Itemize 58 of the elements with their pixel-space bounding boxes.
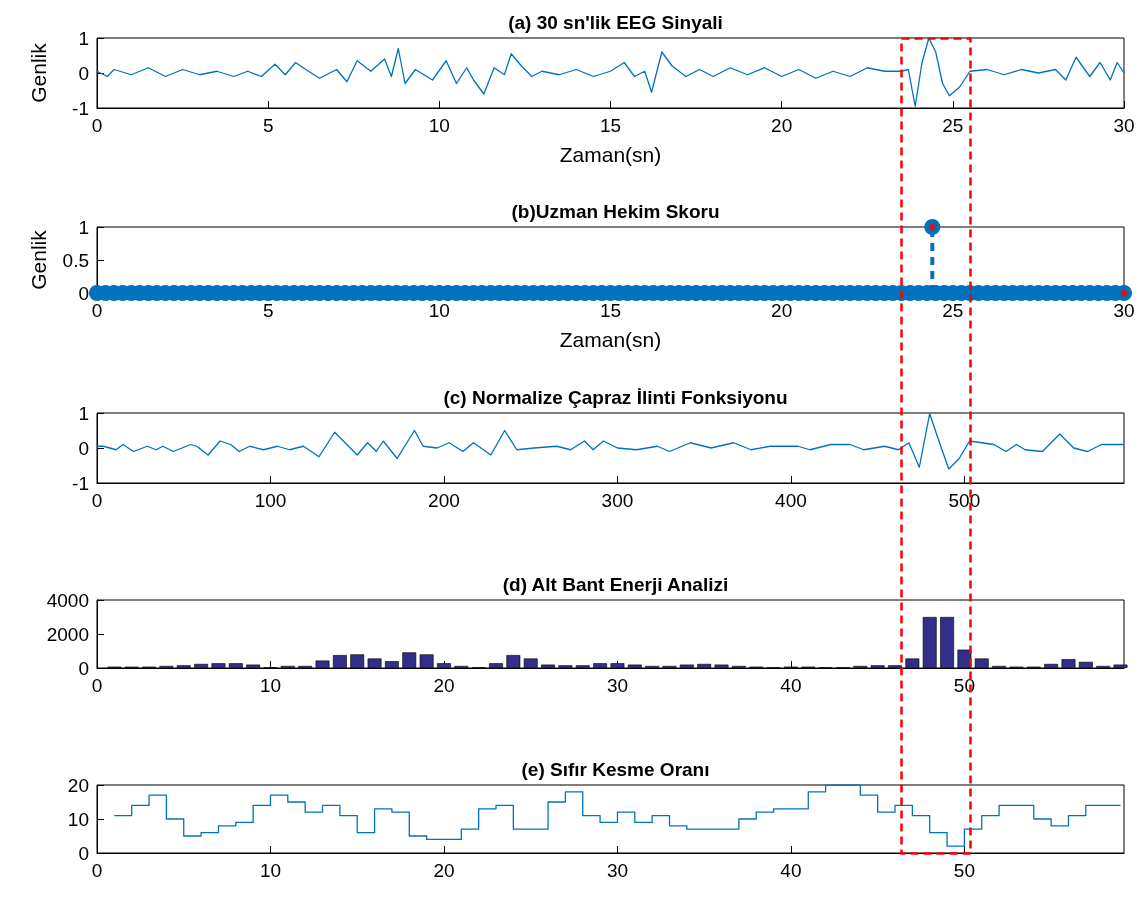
line-series: [96, 413, 1125, 470]
x-tick-label: 30: [606, 675, 629, 696]
y-tick-label: 0: [78, 437, 89, 459]
x-tick-label: 0: [91, 860, 103, 881]
y-tick-label: 0.5: [62, 249, 89, 271]
x-tick-label: 0: [91, 675, 103, 696]
x-tick-label: 20: [771, 115, 793, 136]
x-tick-label: 10: [259, 860, 282, 881]
chart-title: (d) Alt Bant Enerji Analizi: [502, 574, 729, 595]
x-tick-label: 500: [948, 490, 981, 511]
x-tick-label: 5: [262, 115, 274, 136]
x-tick-label: 20: [433, 860, 455, 881]
y-axis-title: Genlik: [27, 229, 50, 290]
x-tick-label: 10: [428, 300, 450, 321]
y-axis-title: Genlik: [27, 42, 50, 103]
y-tick-label: 4000: [46, 589, 89, 611]
y-tick-label: 10: [67, 808, 89, 830]
x-tick-label: 0: [91, 300, 103, 321]
y-tick-label: 1: [78, 216, 89, 238]
x-tick-label: 0: [91, 490, 103, 511]
x-tick-label: 20: [771, 300, 793, 321]
x-tick-label: 5: [262, 300, 274, 321]
chart-title: (a) 30 sn'lik EEG Sinyali: [508, 12, 723, 33]
x-tick-label: 10: [428, 115, 450, 136]
x-tick-label: 15: [599, 115, 622, 136]
y-tick-label: 0: [78, 62, 89, 84]
x-tick-label: 20: [433, 675, 455, 696]
y-tick-label: 20: [67, 774, 89, 796]
x-tick-label: 30: [606, 860, 629, 881]
y-tick-label: 2000: [46, 623, 89, 645]
y-tick-label: 0: [78, 842, 89, 864]
x-tick-label: 15: [599, 300, 622, 321]
x-tick-label: 30: [1113, 115, 1135, 136]
x-axis-title: Zaman(sn): [559, 328, 662, 351]
y-tick-label: 0: [78, 657, 89, 679]
x-tick-label: 400: [775, 490, 807, 511]
x-tick-label: 10: [259, 675, 282, 696]
chart-title: (e) Sıfır Kesme Oranı: [521, 759, 710, 780]
x-tick-label: 25: [942, 115, 964, 136]
x-tick-label: 100: [254, 490, 287, 511]
chart-title: (c) Normalize Çapraz İlinti Fonksiyonu: [443, 387, 788, 408]
y-tick-label: 1: [78, 27, 89, 49]
y-tick-label: -1: [72, 472, 89, 494]
x-tick-label: 25: [942, 300, 964, 321]
x-tick-label: 200: [428, 490, 460, 511]
x-tick-label: 40: [780, 675, 802, 696]
x-tick-label: 50: [953, 675, 975, 696]
y-tick-label: 1: [78, 402, 89, 424]
y-tick-label: -1: [72, 97, 89, 119]
line-series: [96, 37, 1125, 107]
x-axis-title: Zaman(sn): [559, 143, 662, 166]
x-tick-label: 0: [91, 115, 103, 136]
x-tick-label: 50: [953, 860, 975, 881]
x-tick-label: 300: [601, 490, 634, 511]
y-tick-label: 0: [78, 282, 89, 304]
x-tick-label: 30: [1113, 300, 1135, 321]
chart-title: (b)Uzman Hekim Skoru: [511, 201, 720, 222]
x-tick-label: 40: [780, 860, 802, 881]
